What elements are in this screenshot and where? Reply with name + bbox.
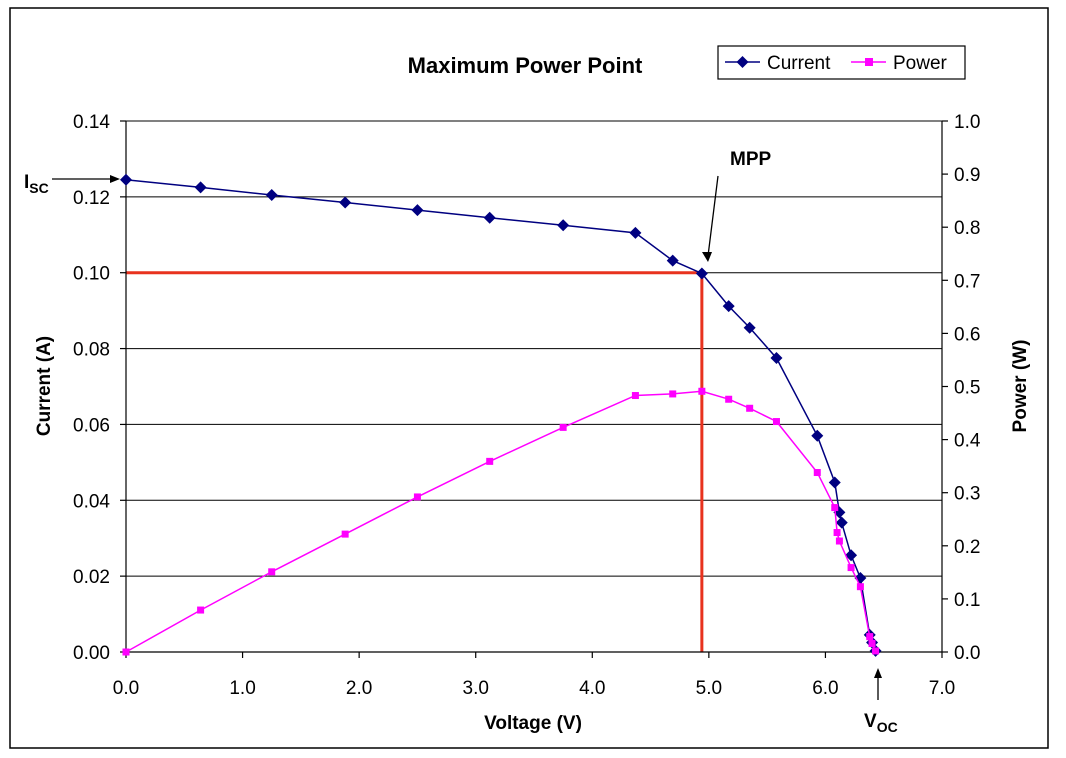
x-tick-label: 7.0: [929, 678, 955, 699]
voc-arrow-head: [874, 668, 882, 678]
power-point: [868, 640, 876, 648]
plot-area: [126, 121, 942, 652]
mpp-guide-lines: [126, 271, 704, 652]
y-tick-label: 0.12: [73, 188, 110, 209]
y-tick-label: 0.10: [73, 264, 110, 285]
power-point: [197, 606, 205, 614]
y2-tick-label: 0.5: [954, 378, 980, 399]
current-point: [722, 300, 735, 313]
y-tick-label: 0.00: [73, 643, 110, 664]
voc-label-sub: OC: [877, 719, 898, 735]
current-series-line: [125, 179, 877, 652]
current-point: [835, 516, 848, 529]
x-tick-label: 6.0: [812, 678, 838, 699]
y2-tick-label: 0.8: [954, 218, 980, 239]
power-point: [698, 387, 706, 395]
x-axis-title: Voltage (V): [484, 713, 582, 734]
power-point: [746, 404, 754, 412]
legend-power-marker: [865, 58, 873, 66]
current-point: [339, 196, 352, 209]
y2-tick-label: 0.1: [954, 590, 980, 611]
isc-label: ISC: [24, 172, 49, 196]
power-point: [847, 564, 855, 572]
series-layer: [120, 173, 882, 657]
power-point: [268, 568, 276, 576]
current-point: [194, 181, 207, 194]
current-point: [743, 321, 756, 334]
y-tick-label: 0.04: [73, 491, 110, 512]
current-point: [666, 254, 679, 267]
isc-arrow-head: [110, 175, 120, 183]
y2-tick-label: 1.0: [954, 112, 980, 133]
y2-tick-label: 0.0: [954, 643, 980, 664]
voc-label: VOC: [864, 711, 898, 735]
power-point: [413, 493, 421, 501]
chart-title: Maximum Power Point: [408, 53, 643, 78]
mpp-arrow-line: [707, 175, 719, 257]
legend: Current Power: [717, 45, 966, 80]
current-point: [828, 476, 841, 489]
x-tick-label: 2.0: [346, 678, 372, 699]
power-point: [872, 647, 880, 655]
power-point: [831, 504, 839, 512]
x-tick-label: 4.0: [579, 678, 605, 699]
isc-annotation: ISC: [24, 172, 120, 196]
isc-label-sub: SC: [29, 180, 48, 196]
y2-tick-label: 0.7: [954, 271, 980, 292]
power-point: [559, 423, 567, 431]
voc-label-main: V: [864, 711, 877, 732]
legend-power-label: Power: [893, 53, 948, 74]
axes: 0.00 0.02 0.04 0.06 0.08 0.10 0.12 0.14 0.0 0.1 0.…: [73, 112, 981, 699]
power-point: [122, 648, 130, 656]
y-tick-label: 0.08: [73, 340, 110, 361]
x-tick-label: 0.0: [113, 678, 139, 699]
y2-axis-title: Power (W): [1010, 340, 1031, 433]
y2-tick-label: 0.2: [954, 537, 980, 558]
legend-current-marker: [736, 56, 749, 68]
y-axis-title: Current (A): [34, 336, 55, 436]
y2-tick-label: 0.3: [954, 484, 980, 505]
isc-label-main: I: [24, 172, 29, 193]
power-point: [772, 418, 780, 426]
power-point: [833, 529, 841, 537]
x-tick-label: 5.0: [696, 678, 722, 699]
x-tick-label: 1.0: [229, 678, 255, 699]
y-tick-label: 0.14: [73, 112, 110, 133]
y2-tick-label: 0.6: [954, 324, 980, 345]
current-point: [120, 173, 132, 186]
voc-annotation: VOC: [864, 668, 898, 735]
current-point: [557, 219, 570, 232]
power-point: [835, 537, 843, 545]
power-point: [866, 633, 874, 641]
current-point: [770, 352, 783, 365]
current-point: [411, 204, 424, 217]
current-point: [483, 211, 496, 224]
y-tick-label: 0.02: [73, 567, 110, 588]
power-point: [669, 390, 677, 398]
current-point: [629, 226, 642, 239]
power-point: [631, 392, 639, 400]
power-point: [341, 530, 349, 538]
mpp-arrow-head: [702, 252, 712, 262]
y2-tick-label: 0.4: [954, 431, 981, 452]
power-point: [486, 457, 494, 465]
power-point: [813, 469, 821, 477]
y2-tick-label: 0.9: [954, 165, 980, 186]
y-tick-label: 0.06: [73, 415, 110, 436]
power-point: [725, 395, 733, 403]
x-tick-label: 3.0: [463, 678, 489, 699]
current-point: [265, 188, 278, 201]
power-series-line: [125, 390, 877, 653]
mpp-label: MPP: [730, 149, 772, 170]
legend-current-label: Current: [767, 53, 831, 74]
mpp-annotation: MPP: [702, 149, 772, 262]
power-point: [856, 583, 864, 591]
current-point: [845, 549, 858, 562]
current-point: [811, 429, 824, 442]
current-point: [695, 267, 708, 280]
